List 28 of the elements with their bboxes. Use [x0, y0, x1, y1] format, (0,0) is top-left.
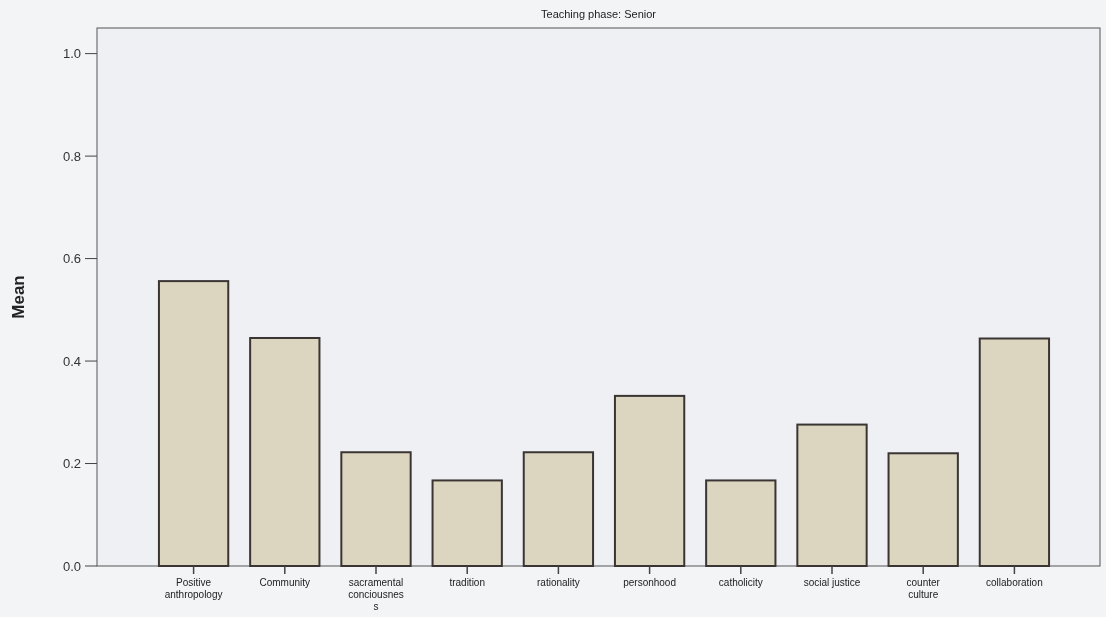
- x-tick-label: sacramental conciousnes s: [348, 577, 404, 612]
- x-tick-label: counter culture: [906, 577, 941, 600]
- x-tick-label: catholicity: [718, 577, 763, 588]
- bar: [157, 280, 230, 567]
- y-tick-label: 0.8: [62, 148, 81, 164]
- y-tick-label: 0.6: [62, 251, 81, 267]
- bar: [340, 451, 412, 567]
- x-tick-label: rationality: [536, 577, 580, 588]
- y-tick-label: 0.2: [62, 456, 81, 472]
- bar: [978, 337, 1051, 567]
- y-tick-label: 1.0: [62, 46, 81, 62]
- x-tick-label: tradition: [449, 577, 485, 588]
- bar: [887, 452, 959, 567]
- bar: [431, 479, 503, 567]
- y-tick-label: 0.0: [62, 558, 81, 574]
- x-tick-label: collaboration: [986, 577, 1043, 588]
- bar: [613, 394, 686, 567]
- bar: [796, 423, 868, 567]
- chart-title: Teaching phase: Senior: [541, 8, 657, 20]
- bar: [249, 336, 321, 567]
- x-tick-label: Positive anthropology: [164, 577, 223, 600]
- bar: [705, 479, 777, 567]
- x-tick-label: social justice: [803, 577, 861, 588]
- y-axis-title: Mean: [9, 275, 28, 319]
- y-tick-label: 0.4: [62, 353, 81, 369]
- x-tick-label: Community: [259, 577, 311, 588]
- x-tick-label: personhood: [623, 577, 677, 588]
- bar: [522, 451, 595, 567]
